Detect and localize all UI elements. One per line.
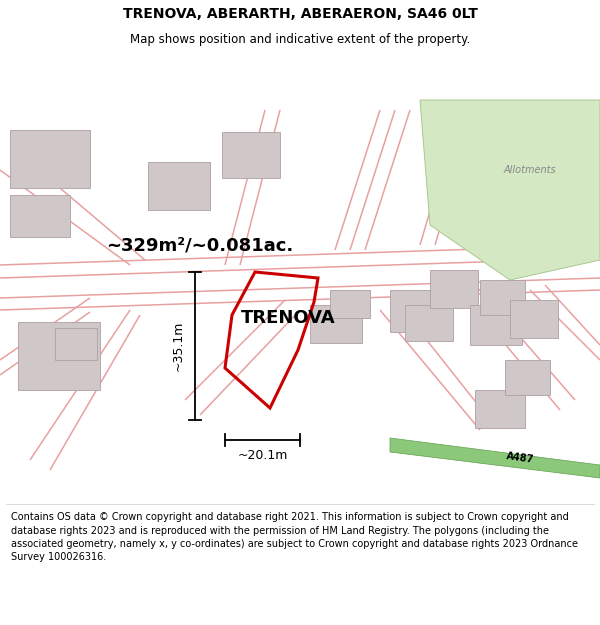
Bar <box>510 300 558 338</box>
Bar <box>405 305 453 341</box>
Text: ~20.1m: ~20.1m <box>238 449 287 462</box>
Text: Allotments: Allotments <box>503 165 556 175</box>
Bar <box>505 360 550 395</box>
Polygon shape <box>420 100 600 280</box>
Bar <box>10 195 70 237</box>
Bar <box>148 162 210 210</box>
Bar <box>470 305 522 345</box>
Bar <box>310 305 362 343</box>
Bar <box>18 322 100 390</box>
Text: Map shows position and indicative extent of the property.: Map shows position and indicative extent… <box>130 32 470 46</box>
Text: ~329m²/~0.081ac.: ~329m²/~0.081ac. <box>106 236 293 254</box>
Bar <box>390 290 445 332</box>
Text: A487: A487 <box>506 451 535 465</box>
Bar <box>222 132 280 178</box>
Text: TRENOVA, ABERARTH, ABERAERON, SA46 0LT: TRENOVA, ABERARTH, ABERAERON, SA46 0LT <box>122 7 478 21</box>
Bar <box>480 280 525 315</box>
Bar <box>430 270 478 308</box>
Polygon shape <box>390 438 600 478</box>
Text: Contains OS data © Crown copyright and database right 2021. This information is : Contains OS data © Crown copyright and d… <box>11 512 578 562</box>
Text: ~35.1m: ~35.1m <box>172 321 185 371</box>
Text: TRENOVA: TRENOVA <box>241 309 335 327</box>
Bar <box>10 130 90 188</box>
Bar <box>475 390 525 428</box>
Bar <box>330 290 370 318</box>
Bar <box>55 328 97 360</box>
